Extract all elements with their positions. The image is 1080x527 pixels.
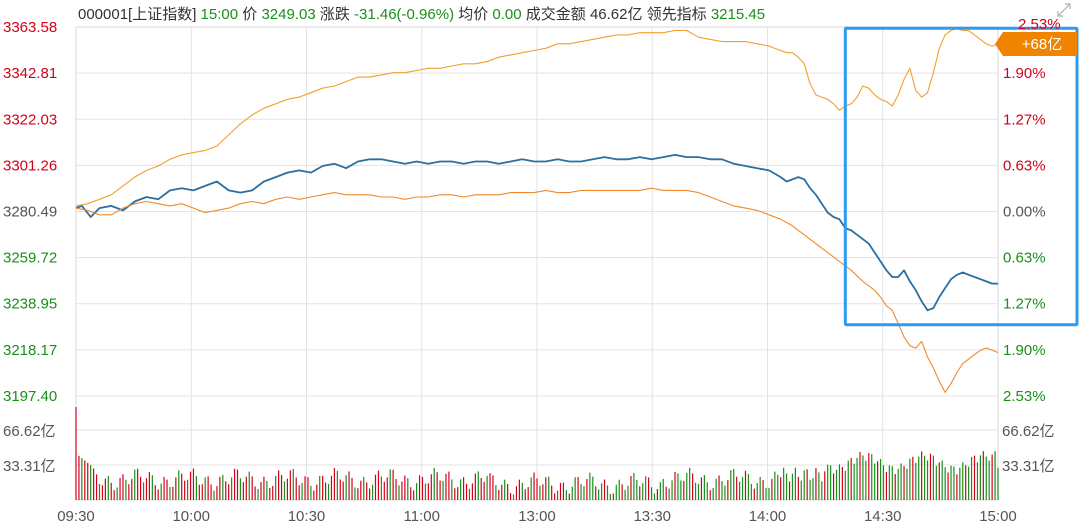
- time-tick-label: 13:00: [518, 508, 556, 525]
- leading-indicator-upper-line: [75, 27, 999, 207]
- header-field: 领先指标: [643, 6, 707, 23]
- left-tick-label: 3218.17: [3, 342, 57, 359]
- leading-indicator-lower-line: [75, 187, 999, 393]
- time-tick-label: 15:00: [979, 508, 1017, 525]
- amount-badge: +68亿: [995, 32, 1077, 56]
- left-tick-label: 3322.03: [3, 111, 57, 128]
- header-field: 成交金额: [522, 5, 586, 23]
- header-field: 000001[上证指数]: [78, 6, 196, 23]
- time-tick-label: 11:00: [404, 508, 440, 525]
- right-tick-label: 1.27%: [1003, 111, 1046, 128]
- left-tick-label: 3280.49: [3, 204, 57, 221]
- header-field: 15:00: [196, 6, 238, 23]
- price-line: [75, 153, 998, 312]
- header-field: 0.00: [488, 6, 521, 23]
- left-tick-label: 3342.81: [3, 65, 57, 82]
- time-tick-label: 13:30: [633, 508, 671, 525]
- time-tick-label: 10:00: [172, 508, 210, 525]
- left-tick-label: 3238.95: [3, 296, 57, 313]
- highlight-rect: [843, 26, 1079, 327]
- right-tick-label: 0.63%: [1003, 157, 1046, 174]
- header-text: 000001[上证指数] 15:00 价 3249.03 涨跌 -31.46(-…: [78, 5, 765, 23]
- header-field: 3215.45: [707, 6, 765, 23]
- right-tick-label: 1.90%: [1003, 342, 1046, 359]
- left-tick-label: 3363.58: [3, 19, 57, 36]
- right-tick-label: 0.63%: [1003, 250, 1046, 267]
- header-field: 均价: [454, 6, 488, 23]
- right-tick-label: 1.90%: [1003, 65, 1046, 82]
- right-tick-label: 2.53%: [1018, 16, 1061, 33]
- header-bg: [76, 0, 998, 25]
- right-tick-label: 0.00%: [1003, 204, 1046, 221]
- left-tick-label: 3197.40: [3, 388, 57, 405]
- time-tick-label: 09:30: [57, 508, 95, 525]
- header-field: 3249.03: [257, 6, 315, 23]
- volume-tick-label-left: 66.62亿: [3, 423, 56, 440]
- time-tick-label: 14:00: [749, 508, 787, 525]
- time-tick-label: 10:30: [288, 508, 326, 525]
- expand-icon[interactable]: [1056, 2, 1072, 18]
- time-tick-label: 14:30: [864, 508, 902, 525]
- header-bar: 000001[上证指数] 15:00 价 3249.03 涨跌 -31.46(-…: [76, 0, 998, 25]
- badge-text: +68亿: [1022, 36, 1062, 53]
- grid: [75, 26, 999, 501]
- header-field: 46.62亿: [586, 6, 643, 23]
- volume-bars: [75, 407, 999, 500]
- volume-tick-label-left: 33.31亿: [3, 458, 56, 475]
- volume-tick-label-right: 66.62亿: [1002, 423, 1055, 440]
- right-tick-label: 1.27%: [1003, 296, 1046, 313]
- header-field: -31.46(-0.96%): [350, 6, 454, 23]
- highlight-box: [843, 26, 1079, 327]
- badge-shape: [995, 32, 1077, 56]
- axis-labels: 3363.58 3342.81 3322.03 3301.26 3280.49 3259.…: [3, 16, 1061, 525]
- volume-tick-label-right: 33.31亿: [1002, 458, 1055, 475]
- left-tick-label: 3301.26: [3, 157, 57, 174]
- left-tick-label: 3259.72: [3, 250, 57, 267]
- price-lines: [75, 27, 999, 393]
- right-tick-label: 2.53%: [1003, 388, 1046, 405]
- header-field: 涨跌: [316, 6, 350, 23]
- header-field: 价: [238, 6, 257, 23]
